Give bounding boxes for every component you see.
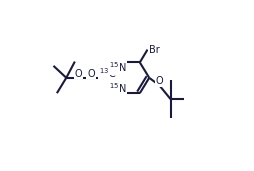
Text: O: O — [74, 69, 82, 78]
Text: Br: Br — [149, 45, 160, 55]
Text: $^{13}$C: $^{13}$C — [99, 66, 116, 80]
Text: O: O — [87, 69, 95, 78]
Text: $^{15}$N: $^{15}$N — [109, 82, 127, 95]
Text: O: O — [156, 76, 163, 86]
Text: $^{15}$N: $^{15}$N — [109, 60, 127, 74]
